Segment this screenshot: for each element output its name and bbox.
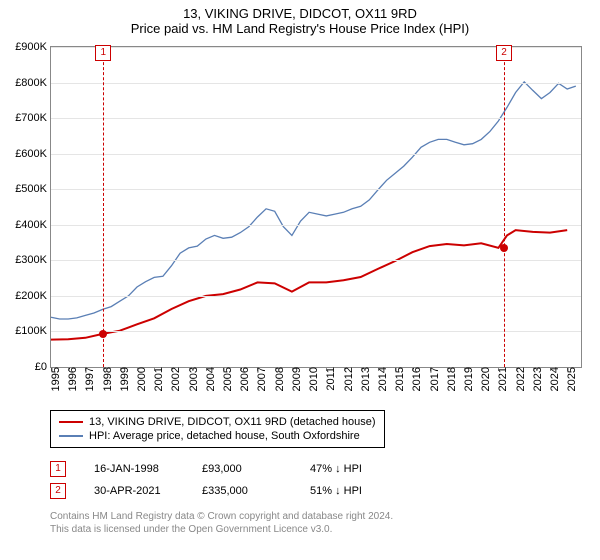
x-axis-label: 1999 (117, 367, 131, 391)
event-date: 30-APR-2021 (94, 485, 174, 497)
x-axis-label: 2021 (495, 367, 509, 391)
event-row: 1 16-JAN-1998 £93,000 47% ↓ HPI (50, 458, 390, 480)
gridline (51, 83, 581, 84)
y-axis-label: £300K (15, 254, 51, 266)
x-axis-label: 2001 (151, 367, 165, 391)
y-axis-label: £600K (15, 148, 51, 160)
marker-dot (99, 330, 107, 338)
x-axis-label: 2015 (392, 367, 406, 391)
events-table: 1 16-JAN-1998 £93,000 47% ↓ HPI 2 30-APR-2021… (50, 458, 390, 502)
x-axis-label: 2013 (358, 367, 372, 391)
y-axis-label: £200K (15, 290, 51, 302)
x-axis-label: 2016 (409, 367, 423, 391)
down-arrow-icon: ↓ (335, 463, 341, 475)
legend-row: 13, VIKING DRIVE, DIDCOT, OX11 9RD (deta… (59, 415, 376, 429)
plot-area: £0£100K£200K£300K£400K£500K£600K£700K£80… (50, 46, 582, 368)
y-axis-label: £900K (15, 41, 51, 53)
gridline (51, 225, 581, 226)
y-axis-label: £500K (15, 183, 51, 195)
x-axis-label: 2020 (478, 367, 492, 391)
x-axis-label: 2008 (272, 367, 286, 391)
x-axis-label: 2005 (220, 367, 234, 391)
gridline (51, 189, 581, 190)
y-axis-label: £800K (15, 77, 51, 89)
y-axis-label: £100K (15, 325, 51, 337)
x-axis-label: 2009 (289, 367, 303, 391)
x-axis-label: 2019 (461, 367, 475, 391)
gridline (51, 331, 581, 332)
marker-line (103, 47, 104, 367)
x-axis-label: 1997 (82, 367, 96, 391)
event-pct: 51% ↓ HPI (310, 485, 390, 497)
x-axis-label: 2007 (254, 367, 268, 391)
x-axis-label: 2023 (530, 367, 544, 391)
chart-lines-svg (51, 47, 581, 367)
marker-line (504, 47, 505, 367)
marker-number-box: 1 (95, 45, 111, 61)
gridline (51, 118, 581, 119)
x-axis-label: 2025 (564, 367, 578, 391)
legend-swatch (59, 435, 83, 437)
marker-dot (500, 244, 508, 252)
x-axis-label: 2010 (306, 367, 320, 391)
event-price: £335,000 (202, 485, 282, 497)
x-axis-label: 2014 (375, 367, 389, 391)
x-axis-label: 2004 (203, 367, 217, 391)
event-date: 16-JAN-1998 (94, 463, 174, 475)
marker-number-box: 2 (496, 45, 512, 61)
gridline (51, 296, 581, 297)
footer-line2: This data is licensed under the Open Gov… (50, 523, 393, 536)
x-axis-label: 2018 (444, 367, 458, 391)
legend-swatch (59, 421, 83, 423)
x-axis-label: 2006 (237, 367, 251, 391)
gridline (51, 154, 581, 155)
line-price-paid (51, 230, 567, 340)
x-axis-label: 1996 (65, 367, 79, 391)
y-axis-label: £700K (15, 112, 51, 124)
event-row: 2 30-APR-2021 £335,000 51% ↓ HPI (50, 480, 390, 502)
chart-title-address: 13, VIKING DRIVE, DIDCOT, OX11 9RD (0, 0, 600, 21)
legend-row: HPI: Average price, detached house, Sout… (59, 429, 376, 443)
footer-line1: Contains HM Land Registry data © Crown c… (50, 510, 393, 523)
x-axis-label: 2024 (547, 367, 561, 391)
x-axis-label: 2000 (134, 367, 148, 391)
chart-container: 13, VIKING DRIVE, DIDCOT, OX11 9RD Price… (0, 0, 600, 560)
event-number-box: 2 (50, 483, 66, 499)
chart-title-sub: Price paid vs. HM Land Registry's House … (0, 21, 600, 40)
event-number-box: 1 (50, 461, 66, 477)
y-axis-label: £400K (15, 219, 51, 231)
x-axis-label: 2002 (168, 367, 182, 391)
x-axis-label: 2012 (341, 367, 355, 391)
legend-label: 13, VIKING DRIVE, DIDCOT, OX11 9RD (deta… (89, 416, 376, 428)
x-axis-label: 2017 (427, 367, 441, 391)
event-price: £93,000 (202, 463, 282, 475)
legend-label: HPI: Average price, detached house, Sout… (89, 430, 360, 442)
x-axis-label: 1998 (100, 367, 114, 391)
x-axis-label: 2022 (513, 367, 527, 391)
legend-box: 13, VIKING DRIVE, DIDCOT, OX11 9RD (deta… (50, 410, 385, 448)
x-axis-label: 2003 (186, 367, 200, 391)
footer-attribution: Contains HM Land Registry data © Crown c… (50, 510, 393, 536)
x-axis-label: 1995 (48, 367, 62, 391)
x-axis-label: 2011 (323, 367, 337, 391)
gridline (51, 260, 581, 261)
event-pct: 47% ↓ HPI (310, 463, 390, 475)
down-arrow-icon: ↓ (335, 485, 341, 497)
